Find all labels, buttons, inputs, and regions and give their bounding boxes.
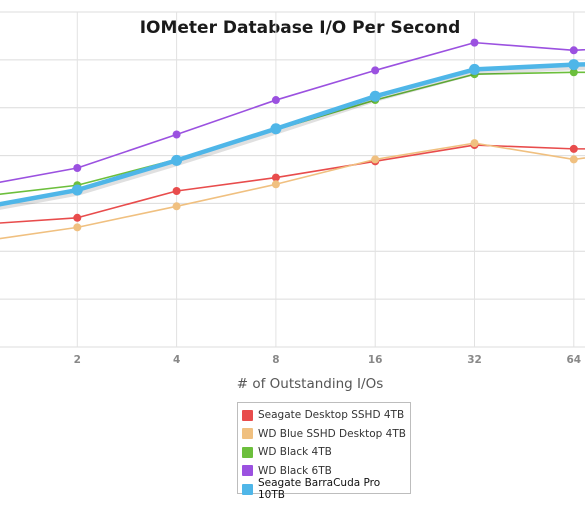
legend-swatch: [242, 409, 253, 421]
legend-item: WD Blue SSHD Desktop 4TB: [242, 425, 410, 444]
series-1: [0, 139, 585, 240]
legend-swatch: [242, 428, 253, 440]
x-axis-label: # of Outstanding I/Os: [237, 376, 383, 392]
data-point: [271, 180, 280, 189]
series-3: [0, 38, 585, 183]
series-line-0: [0, 144, 585, 224]
legend-label: Seagate BarraCuda Pro 10TB: [258, 477, 381, 502]
x-tick-labels: 1248163264128: [74, 354, 581, 366]
series-line-4: [0, 62, 585, 207]
legend-item: Seagate BarraCuda Pro 10TB: [242, 477, 410, 502]
data-point: [73, 164, 82, 173]
chart-series: [0, 38, 585, 240]
series-line-2: [0, 71, 585, 195]
data-point: [71, 184, 83, 196]
data-point: [470, 139, 479, 148]
data-point: [569, 155, 578, 164]
legend-swatch: [242, 465, 253, 477]
legend-label: WD Black 4TB: [258, 446, 332, 459]
series-shadow-4: [0, 64, 585, 210]
series-4: [0, 59, 585, 210]
chart-legend: Seagate Desktop SSHD 4TB WD Blue SSHD Des…: [237, 402, 411, 501]
data-point: [73, 213, 82, 222]
data-point: [569, 144, 578, 153]
x-tick-label-8: 8: [272, 354, 279, 366]
legend-item: Seagate Desktop SSHD 4TB: [242, 406, 410, 425]
x-tick-label-2: 2: [74, 354, 81, 366]
data-point: [569, 68, 578, 77]
data-point: [271, 173, 280, 182]
legend-swatch: [242, 446, 253, 458]
data-point: [172, 130, 181, 139]
legend-label: Seagate Desktop SSHD 4TB: [258, 409, 405, 422]
data-point: [371, 155, 380, 164]
data-point: [371, 66, 380, 75]
legend-item: WD Black 6TB: [242, 462, 410, 481]
x-tick-label-64: 64: [566, 354, 581, 366]
legend-label: WD Blue SSHD Desktop 4TB: [258, 427, 406, 440]
x-tick-label-16: 16: [368, 354, 383, 366]
data-point: [172, 186, 181, 195]
x-tick-label-4: 4: [173, 354, 180, 366]
data-point: [568, 59, 580, 71]
series-line-3: [0, 41, 585, 183]
data-point: [171, 154, 183, 166]
legend-swatch: [242, 483, 253, 495]
data-point: [271, 96, 280, 105]
data-point: [369, 90, 381, 102]
data-point: [172, 202, 181, 211]
data-point: [270, 123, 282, 135]
data-point: [73, 223, 82, 232]
legend-item: WD Black 4TB: [242, 443, 410, 462]
series-line-1: [0, 142, 585, 240]
data-point: [469, 63, 480, 75]
x-tick-label-32: 32: [467, 354, 482, 366]
data-point: [569, 46, 578, 55]
data-point: [470, 38, 479, 47]
chart-title: IOMeter Database I/O Per Second: [139, 18, 461, 38]
legend-label: WD Black 6TB: [258, 464, 332, 477]
